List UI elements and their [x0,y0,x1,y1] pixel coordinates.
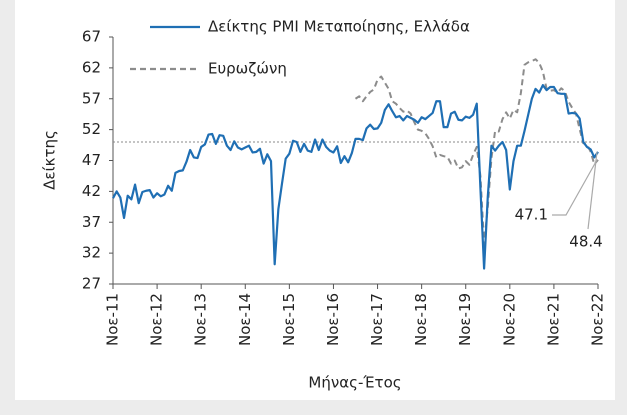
annotation: 47.1 [515,206,548,224]
annotation-line [587,151,598,230]
y-tick-label: 37 [82,213,101,231]
y-tick-label: 52 [82,120,101,138]
series-line [112,84,599,270]
annotation-line [552,159,598,216]
legend-label: Δείκτης PMI Μεταποίησης, Ελλάδα [208,18,470,36]
x-tick-label: Νοε-22 [589,293,607,346]
y-tick-label: 42 [82,182,101,200]
x-axis-title: Μήνας-Έτος [308,374,401,392]
x-tick-label: Νοε-20 [500,293,518,346]
y-tick-label: 62 [82,58,101,76]
x-tick-label: Νοε-13 [192,293,210,346]
x-tick-label: Νοε-16 [324,293,342,346]
chart-background [15,0,615,400]
annotation: 48.4 [569,233,602,251]
series-line [354,58,599,246]
x-tick-label: Νοε-14 [236,293,254,346]
y-axis-title: Δείκτης [41,130,59,190]
y-tick-label: 32 [82,244,101,262]
y-tick-label: 27 [82,275,101,293]
x-tick-label: Νοε-12 [148,293,166,346]
x-tick-label: Νοε-19 [456,293,474,346]
y-tick-label: 57 [82,89,101,107]
x-tick-label: Νοε-15 [280,293,298,346]
y-tick-label: 67 [82,28,101,46]
legend-label: Ευρωζώνη [208,60,287,78]
x-tick-label: Νοε-21 [544,293,562,346]
x-tick-label: Νοε-11 [104,293,122,346]
x-tick-label: Νοε-18 [412,293,430,346]
x-tick-label: Νοε-17 [368,293,386,346]
y-tick-label: 47 [82,151,101,169]
